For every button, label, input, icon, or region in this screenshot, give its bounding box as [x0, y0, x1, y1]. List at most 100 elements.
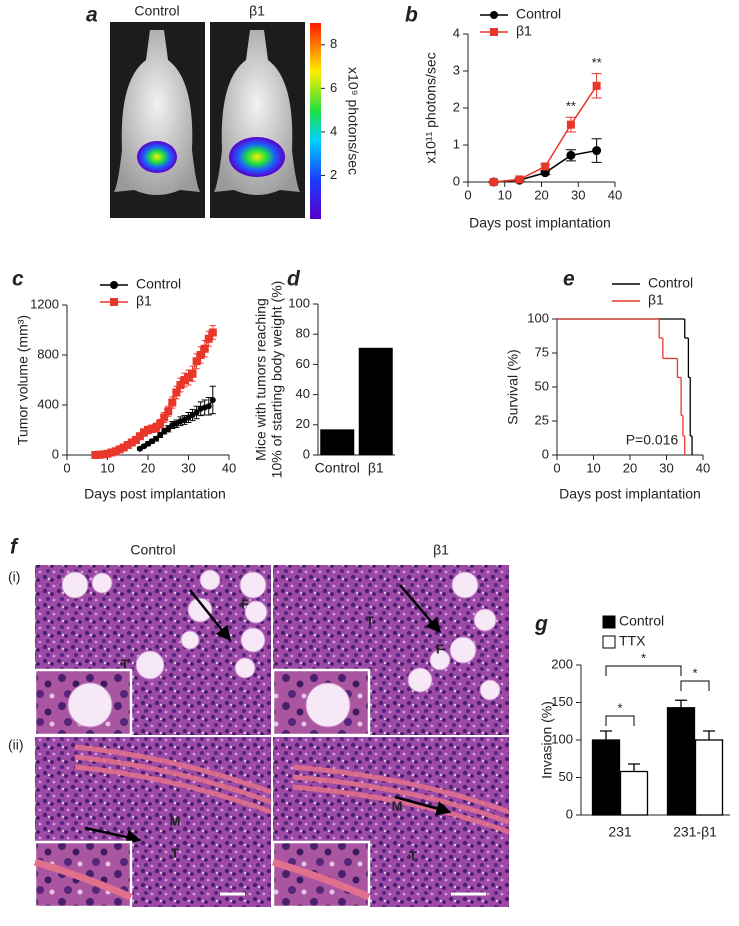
tissue-label: T — [121, 656, 129, 671]
significance: * — [617, 700, 622, 715]
marker — [156, 419, 165, 428]
marker — [111, 447, 120, 456]
marker — [135, 432, 144, 441]
legend-swatch — [602, 635, 616, 649]
tissue-label: F — [241, 596, 249, 611]
marker — [119, 443, 128, 452]
panel-label: g — [534, 613, 548, 636]
panel-label: e — [563, 268, 575, 291]
marker — [91, 451, 100, 459]
inset — [33, 840, 133, 909]
marker — [103, 449, 112, 458]
fat-cell — [407, 667, 433, 693]
x-tick-label: 40 — [696, 460, 710, 475]
bar — [666, 707, 696, 816]
fat-cell — [239, 571, 267, 599]
fat-cell — [451, 571, 479, 599]
legend-marker — [490, 28, 498, 36]
y-tick-label: 0 — [52, 446, 59, 461]
marker — [139, 428, 148, 437]
tissue-label: F — [436, 641, 444, 656]
panel-label: a — [86, 4, 98, 27]
muscle-fiber — [292, 774, 510, 825]
marker — [152, 423, 161, 432]
x-tick-label: 20 — [623, 460, 637, 475]
fat-cell — [135, 650, 165, 680]
muscle-fiber — [33, 858, 133, 901]
row-label: (i) — [8, 569, 20, 585]
fat-cell — [234, 657, 256, 679]
legend-label: Control — [648, 275, 693, 291]
significance: ** — [566, 99, 576, 114]
y-axis-label: Mice with tumors reaching — [253, 298, 269, 461]
marker — [541, 162, 550, 171]
marker — [99, 450, 108, 459]
fat-cell — [180, 630, 200, 650]
legend-label: β1 — [648, 292, 664, 308]
y-tick-label: 0 — [542, 446, 549, 461]
panel-label: d — [287, 268, 301, 291]
x-tick-label: 10 — [498, 187, 512, 202]
y-tick-label: 80 — [296, 326, 310, 341]
error-bar — [703, 730, 715, 740]
marker — [164, 407, 173, 416]
legend-marker — [110, 281, 118, 289]
legend-label: β1 — [136, 293, 152, 309]
fat-cell — [449, 636, 477, 664]
y-axis-label: Invasion (%) — [539, 701, 555, 779]
tissue-label: M — [170, 813, 181, 828]
marker — [176, 381, 185, 389]
y-tick-label: 0 — [453, 173, 460, 188]
marker — [184, 373, 193, 382]
marker — [566, 120, 575, 129]
y-tick-label: 100 — [527, 310, 549, 325]
bioluminescence — [137, 141, 177, 173]
panel-label: b — [405, 4, 418, 27]
legend-label: TTX — [619, 633, 646, 649]
column-label: β1 — [249, 3, 265, 19]
fat-cell — [305, 682, 351, 728]
marker — [148, 424, 157, 433]
tissue-label: T — [409, 848, 417, 863]
y-tick-label: 200 — [551, 656, 573, 671]
x-tick-label: 30 — [659, 460, 673, 475]
y-tick-label: 800 — [37, 346, 59, 361]
error-bar — [628, 763, 640, 772]
marker — [592, 146, 602, 156]
legend-label: β1 — [516, 23, 532, 39]
y-axis-label: Tumor volume (mm³) — [15, 315, 31, 445]
muscle-fiber — [292, 764, 510, 815]
tissue-label: T — [171, 845, 179, 860]
marker — [144, 426, 152, 434]
fat-cell — [479, 679, 501, 701]
row-label: (ii) — [8, 737, 24, 753]
marker — [188, 369, 197, 378]
fat-cell — [67, 682, 113, 728]
y-tick-label: 100 — [551, 731, 573, 746]
bracket — [605, 665, 682, 676]
arrow — [84, 826, 142, 845]
colorbar-tick-label: 2 — [330, 167, 337, 182]
fat-cell — [244, 600, 268, 624]
column-label: β1 — [433, 542, 449, 558]
y-tick-label: 2 — [453, 99, 460, 114]
marker — [127, 438, 136, 447]
arrow — [399, 584, 441, 634]
marker — [95, 450, 104, 459]
x-axis-label: Days post implantation — [559, 486, 701, 502]
significance: * — [692, 665, 697, 680]
y-tick-label: 1200 — [30, 296, 59, 311]
marker — [192, 357, 201, 366]
marker — [566, 150, 576, 160]
tissue-label: M — [392, 798, 403, 813]
column-label: Control — [130, 542, 175, 558]
y-tick-label: 3 — [453, 62, 460, 77]
y-axis-label: 10% of starting body weight (%) — [269, 281, 285, 479]
mouse-body — [114, 30, 200, 195]
y-tick-label: 4 — [453, 25, 460, 40]
panel-label: c — [12, 268, 24, 291]
x-tick-label: 20 — [534, 187, 548, 202]
legend-swatch — [602, 615, 616, 629]
error-bar — [600, 730, 612, 740]
bar — [358, 347, 393, 455]
